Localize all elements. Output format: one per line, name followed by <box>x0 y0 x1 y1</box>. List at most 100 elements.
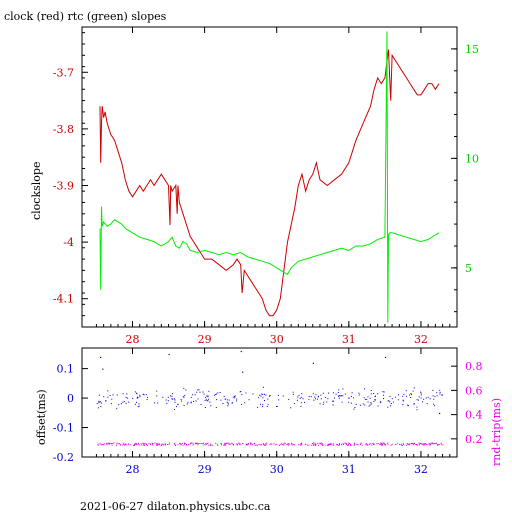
roundtrip-point <box>240 444 242 446</box>
roundtrip-point <box>411 442 413 444</box>
roundtrip-point <box>250 443 252 445</box>
offset-point <box>116 394 118 396</box>
offset-point <box>265 394 267 396</box>
offset-point <box>314 396 316 398</box>
roundtrip-point <box>208 444 210 446</box>
roundtrip-point <box>174 442 176 444</box>
roundtrip-point <box>122 443 124 445</box>
roundtrip-point <box>264 444 266 446</box>
bottom-plot-frame <box>81 347 458 458</box>
offset-point <box>302 398 304 400</box>
offset-point <box>197 389 199 391</box>
offset-point <box>335 393 337 395</box>
offset-point <box>122 401 124 403</box>
offset-point <box>110 403 112 405</box>
offset-point <box>257 406 259 408</box>
offset-point <box>403 393 405 395</box>
offset-point <box>436 392 438 394</box>
roundtrip-point <box>320 442 322 444</box>
roundtrip-point <box>283 444 285 446</box>
offset-point <box>232 402 233 404</box>
roundtrip-point <box>160 444 162 446</box>
roundtrip-point <box>162 444 164 446</box>
offset-point <box>195 400 197 402</box>
offset-point <box>276 405 278 407</box>
roundtrip-point <box>418 442 420 444</box>
offset-point <box>222 403 224 404</box>
roundtrip-point <box>124 443 126 445</box>
roundtrip-point <box>367 444 369 446</box>
bottom-y2-axis-label: rnd-trip(ms) <box>490 398 503 466</box>
offset-point <box>248 399 250 401</box>
offset-point <box>348 397 350 399</box>
roundtrip-point <box>273 443 275 445</box>
roundtrip-point <box>312 444 314 446</box>
offset-point <box>137 396 138 398</box>
roundtrip-point <box>204 444 206 446</box>
roundtrip-point <box>231 442 233 444</box>
roundtrip-point <box>182 444 184 446</box>
roundtrip-point <box>111 443 113 445</box>
top-y-axis-left: -4.1 -4 -3.9 -3.8 -3.7 <box>53 32 88 328</box>
offset-point <box>170 395 172 397</box>
roundtrip-point <box>262 442 264 444</box>
offset-point <box>369 404 371 406</box>
roundtrip-point <box>142 442 144 444</box>
roundtrip-point <box>256 444 258 446</box>
roundtrip-point <box>381 443 383 445</box>
offset-point <box>416 409 418 411</box>
offset-point <box>298 394 300 396</box>
offset-point <box>112 394 114 396</box>
offset-point <box>134 403 136 405</box>
rtc-slope-series-line <box>99 31 440 323</box>
roundtrip-point <box>438 444 440 445</box>
offset-point <box>109 395 111 396</box>
offset-point <box>207 396 209 398</box>
offset-point <box>174 399 176 401</box>
offset-point <box>183 387 185 389</box>
offset-point <box>136 392 138 394</box>
offset-point <box>344 393 346 395</box>
offset-point <box>425 397 427 399</box>
offset-point <box>405 395 407 397</box>
roundtrip-point <box>156 444 158 446</box>
offset-point <box>420 392 422 394</box>
roundtrip-point <box>319 443 321 445</box>
offset-point <box>432 389 434 391</box>
bottom-y-axis-left: -0.2 -0.1 0 0.1 <box>53 363 88 464</box>
offset-point <box>398 394 399 396</box>
roundtrip-point <box>430 444 432 446</box>
roundtrip-point <box>381 444 382 446</box>
offset-point <box>172 393 173 395</box>
roundtrip-point <box>143 443 145 445</box>
roundtrip-point <box>408 444 410 446</box>
offset-point <box>177 403 179 405</box>
offset-point <box>288 398 290 400</box>
roundtrip-point <box>287 443 289 445</box>
offset-point <box>214 394 216 396</box>
roundtrip-point <box>106 443 108 445</box>
offset-point <box>313 399 315 401</box>
offset-point <box>370 402 372 404</box>
offset-point <box>441 394 443 396</box>
roundtrip-point <box>361 444 363 446</box>
offset-point <box>215 393 217 395</box>
offset-point <box>156 395 158 397</box>
bottom-y-tick-label: 0 <box>67 392 74 405</box>
offset-point <box>200 404 202 405</box>
roundtrip-point <box>308 444 310 446</box>
offset-point <box>197 398 199 400</box>
roundtrip-point <box>142 443 144 445</box>
offset-point <box>436 395 438 397</box>
offset-point <box>262 393 264 395</box>
roundtrip-point <box>117 443 119 445</box>
roundtrip-point <box>133 444 135 446</box>
roundtrip-point <box>224 444 226 446</box>
bottom-y-axis-label: offset(ms) <box>35 389 48 445</box>
offset-point <box>409 394 410 396</box>
roundtrip-point <box>251 444 253 446</box>
roundtrip-point <box>406 444 407 446</box>
roundtrip-point <box>429 443 431 445</box>
offset-point <box>162 396 164 398</box>
offset-point <box>234 396 236 397</box>
